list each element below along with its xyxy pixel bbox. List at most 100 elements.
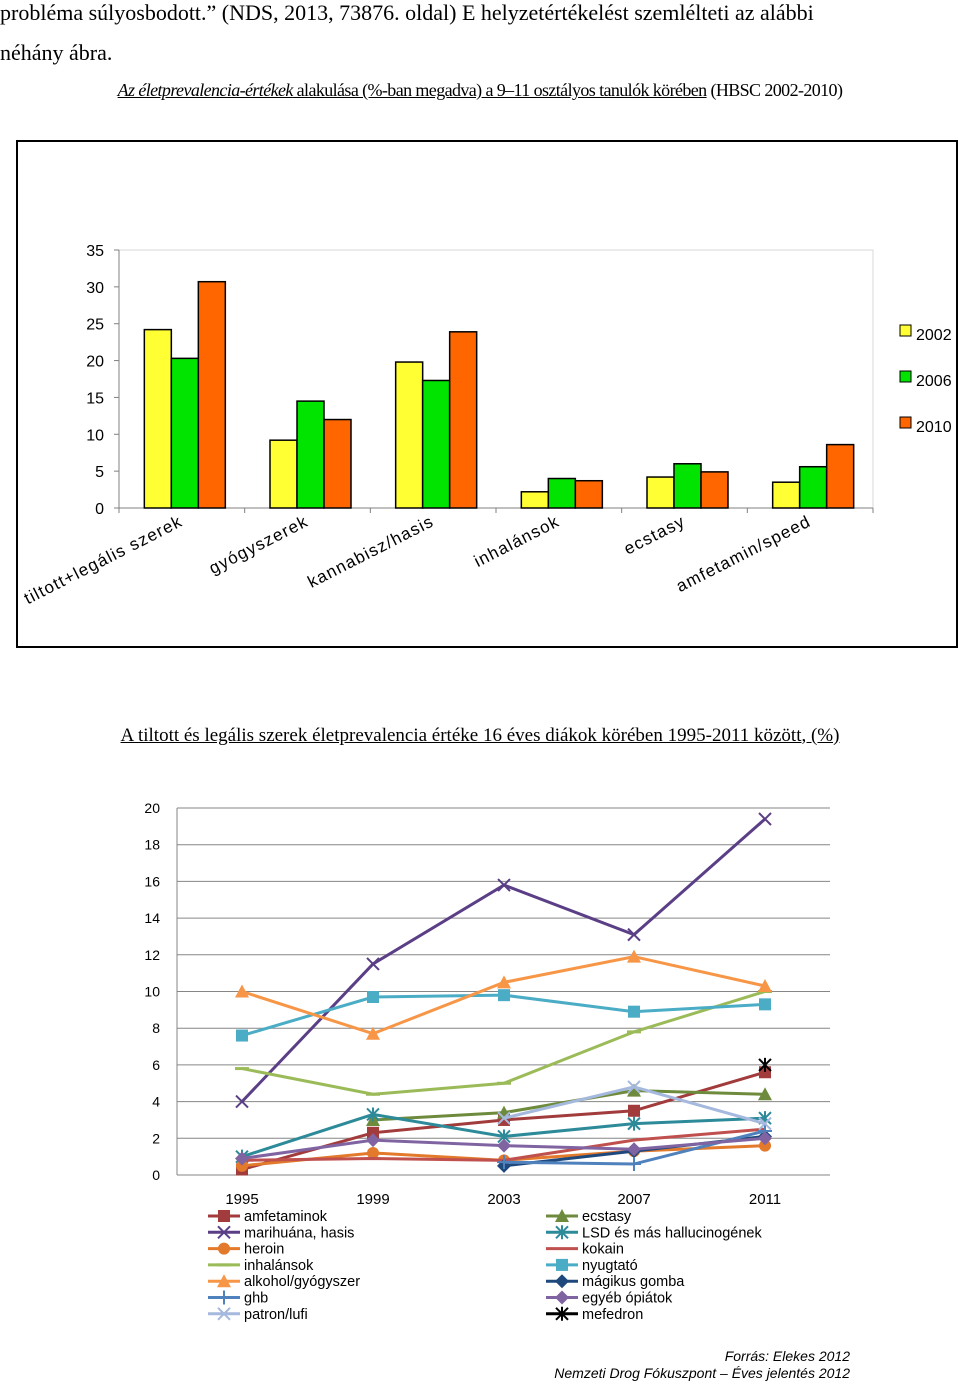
chart2-data-point (235, 1094, 249, 1109)
chart2-data-point (627, 949, 641, 963)
chart2-data-point (628, 1104, 640, 1117)
chart2-y-tick-label: 8 (152, 1020, 160, 1036)
chart1-bar (143, 328, 173, 509)
chart2-data-point (497, 1138, 511, 1153)
chart1-legend-swatch (899, 370, 912, 383)
chart2-legend-label: amfetaminok (244, 1209, 328, 1225)
chart1-bar (771, 481, 801, 509)
chart2-y-tick-label: 6 (152, 1057, 160, 1073)
chart2-data-point (758, 1131, 772, 1146)
chart2-y-tick-label: 2 (152, 1130, 160, 1146)
chart1-bar (574, 479, 604, 509)
chart2-legend-label: nyugtató (582, 1258, 638, 1274)
chart2-legend-label: LSD és más hallucinogének (582, 1225, 762, 1241)
chart2-title-part2: , (%) (801, 725, 840, 746)
chart2-data-point (627, 1116, 641, 1131)
chart1-y-tick-label: 0 (95, 501, 104, 518)
chart1-y-tick-label: 15 (86, 390, 104, 407)
chart1-bar (547, 477, 577, 509)
chart1-y-tick-label: 35 (86, 243, 104, 260)
chart2-legend-marker (218, 1210, 230, 1222)
chart1-y-tick-label: 30 (86, 280, 104, 297)
chart1-y-tick-label: 5 (95, 464, 104, 481)
chart2-data-point (627, 1156, 641, 1171)
chart2-data-point (758, 1087, 772, 1101)
chart1-category-label: amfetamin/speed (673, 512, 814, 596)
chart2-legend-label: mefedron (582, 1307, 643, 1323)
chart2-series-line (241, 990, 766, 1096)
chart1-y-tick-label: 20 (86, 354, 104, 371)
chart1-bar (700, 471, 729, 509)
chart1-category-label: ecstasy (621, 512, 688, 559)
chart2-legend-marker (555, 1306, 569, 1321)
chart1-bar (448, 331, 478, 509)
chart1-bar (296, 400, 325, 509)
chart2-data-point (366, 1026, 380, 1040)
source-line-2: Nemzeti Drog Fókuszpont – Éves jelentés … (554, 1365, 850, 1381)
chart2-data-point (497, 975, 511, 989)
chart1-legend-label: 2006 (916, 373, 952, 390)
chart2-data-point (235, 984, 249, 998)
chart2-legend-marker (217, 1225, 231, 1240)
chart2-legend-marker (555, 1274, 569, 1289)
chart2-series-line (240, 817, 766, 1103)
chart1-title-part1: Az életprevalencia-értékek (117, 80, 294, 100)
chart1-bar (269, 439, 298, 509)
chart1-legend-swatch (899, 324, 912, 337)
chart2-data-point (628, 1005, 640, 1018)
chart1-category-label: tiltott+legális szerek (21, 512, 186, 608)
chart2-data-point (236, 1159, 248, 1172)
chart2-legend-marker (218, 1242, 230, 1255)
chart2-title-part1: A tiltott és legális szerek életprevalen… (120, 725, 802, 746)
chart1-category-label: gyógyszerek (206, 512, 311, 578)
chart2-data-point (367, 991, 379, 1004)
source-line-1: Forrás: Elekes 2012 (724, 1348, 850, 1364)
chart1-bar (673, 463, 702, 509)
chart2-legend-label: heroin (244, 1242, 284, 1258)
chart2-data-point (235, 1151, 249, 1166)
chart1-title: Az életprevalencia-értékek alakulása (%-… (0, 80, 960, 101)
chart2-y-tick-label: 0 (152, 1167, 160, 1183)
chart2-y-tick-label: 10 (144, 984, 160, 1000)
chart2-legend-label: ghb (244, 1291, 268, 1307)
chart2-y-tick-label: 4 (152, 1094, 160, 1110)
source-note: Forrás: Elekes 2012 Nemzeti Drog Fókuszp… (554, 1348, 850, 1382)
chart2-data-point (758, 978, 772, 992)
chart2-data-point (758, 812, 772, 826)
chart2-data-point (627, 1080, 641, 1094)
chart1-y-tick-label: 25 (86, 317, 104, 334)
chart2-legend-marker (217, 1274, 231, 1288)
chart2-data-point (367, 1126, 379, 1139)
chart1-legend-swatch (899, 416, 912, 429)
chart2-data-point (627, 1142, 641, 1157)
chart1-bar (798, 465, 828, 509)
chart2-data-point (497, 1155, 511, 1170)
chart1-legend-label: 2002 (916, 327, 952, 344)
chart2-x-tick-label: 1995 (225, 1191, 258, 1208)
chart2-y-tick-label: 14 (144, 910, 160, 926)
chart2-data-point (497, 878, 511, 892)
chart2-data-point (366, 1133, 380, 1148)
chart1-bar (394, 361, 424, 509)
chart2-x-tick-label: 2011 (749, 1191, 781, 1208)
body-text-line-2: néhány ábra. (0, 40, 113, 65)
chart2-data-point (758, 1057, 772, 1072)
chart2-legend-marker (555, 1225, 569, 1240)
chart2-legend-marker (555, 1209, 569, 1222)
chart1-y-tick-label: 10 (86, 427, 104, 444)
chart2-x-tick-label: 2007 (617, 1191, 650, 1208)
chart1-title-part3: (HBSC 2002-2010) (706, 80, 843, 100)
chart2-data-point (236, 1029, 248, 1042)
chart2-legend-label: mágikus gomba (582, 1274, 685, 1290)
chart2-data-point (759, 1139, 771, 1152)
chart2-data-point (627, 927, 641, 942)
chart1-bar (170, 357, 200, 509)
chart1-plot-area (118, 249, 874, 509)
chart2-legend-marker (556, 1258, 568, 1271)
chart2-x-tick-label: 1999 (356, 1191, 389, 1208)
chart1-category-label: kannabisz/hasis (305, 512, 437, 592)
chart2-data-point (497, 1111, 511, 1125)
chart1-bar (646, 476, 675, 509)
chart2-legend-label: ecstasy (582, 1209, 632, 1225)
